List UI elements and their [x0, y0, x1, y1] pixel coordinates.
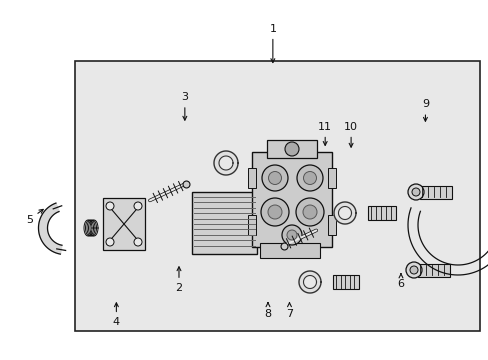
Circle shape: [134, 238, 142, 246]
Circle shape: [282, 225, 302, 245]
Circle shape: [286, 230, 296, 240]
Circle shape: [303, 205, 316, 219]
Text: 6: 6: [397, 274, 404, 289]
Circle shape: [106, 202, 114, 210]
Circle shape: [267, 205, 282, 219]
Bar: [332, 275, 358, 289]
Text: 7: 7: [285, 303, 292, 319]
Circle shape: [409, 266, 417, 274]
Circle shape: [268, 171, 281, 184]
Text: 8: 8: [264, 303, 271, 319]
Circle shape: [296, 165, 323, 191]
Circle shape: [411, 188, 419, 196]
Polygon shape: [214, 151, 238, 175]
Polygon shape: [333, 202, 355, 224]
Bar: [247, 215, 256, 235]
Circle shape: [261, 198, 288, 226]
Bar: [367, 206, 395, 220]
Polygon shape: [39, 203, 62, 254]
Bar: [247, 168, 256, 188]
Bar: [103, 198, 145, 250]
Polygon shape: [219, 156, 232, 170]
Bar: [192, 192, 257, 254]
Bar: [75, 61, 479, 331]
Text: 3: 3: [181, 92, 188, 120]
Bar: [327, 168, 335, 188]
Polygon shape: [303, 275, 316, 288]
Bar: [266, 140, 316, 158]
Bar: [417, 264, 449, 277]
Text: 5: 5: [26, 210, 43, 225]
Circle shape: [295, 198, 324, 226]
Text: 10: 10: [344, 122, 357, 147]
Text: 1: 1: [269, 24, 276, 63]
Circle shape: [405, 262, 421, 278]
Circle shape: [285, 142, 298, 156]
Bar: [260, 243, 319, 258]
Polygon shape: [338, 207, 351, 220]
Text: 4: 4: [113, 303, 120, 327]
Circle shape: [134, 202, 142, 210]
Text: 9: 9: [421, 99, 428, 121]
Polygon shape: [298, 271, 320, 293]
Bar: [419, 186, 451, 199]
Text: 11: 11: [318, 122, 331, 145]
Circle shape: [303, 171, 316, 184]
Circle shape: [407, 184, 423, 200]
Circle shape: [106, 238, 114, 246]
Bar: [251, 152, 331, 247]
Text: 2: 2: [175, 267, 182, 293]
Circle shape: [262, 165, 287, 191]
Bar: [327, 215, 335, 235]
